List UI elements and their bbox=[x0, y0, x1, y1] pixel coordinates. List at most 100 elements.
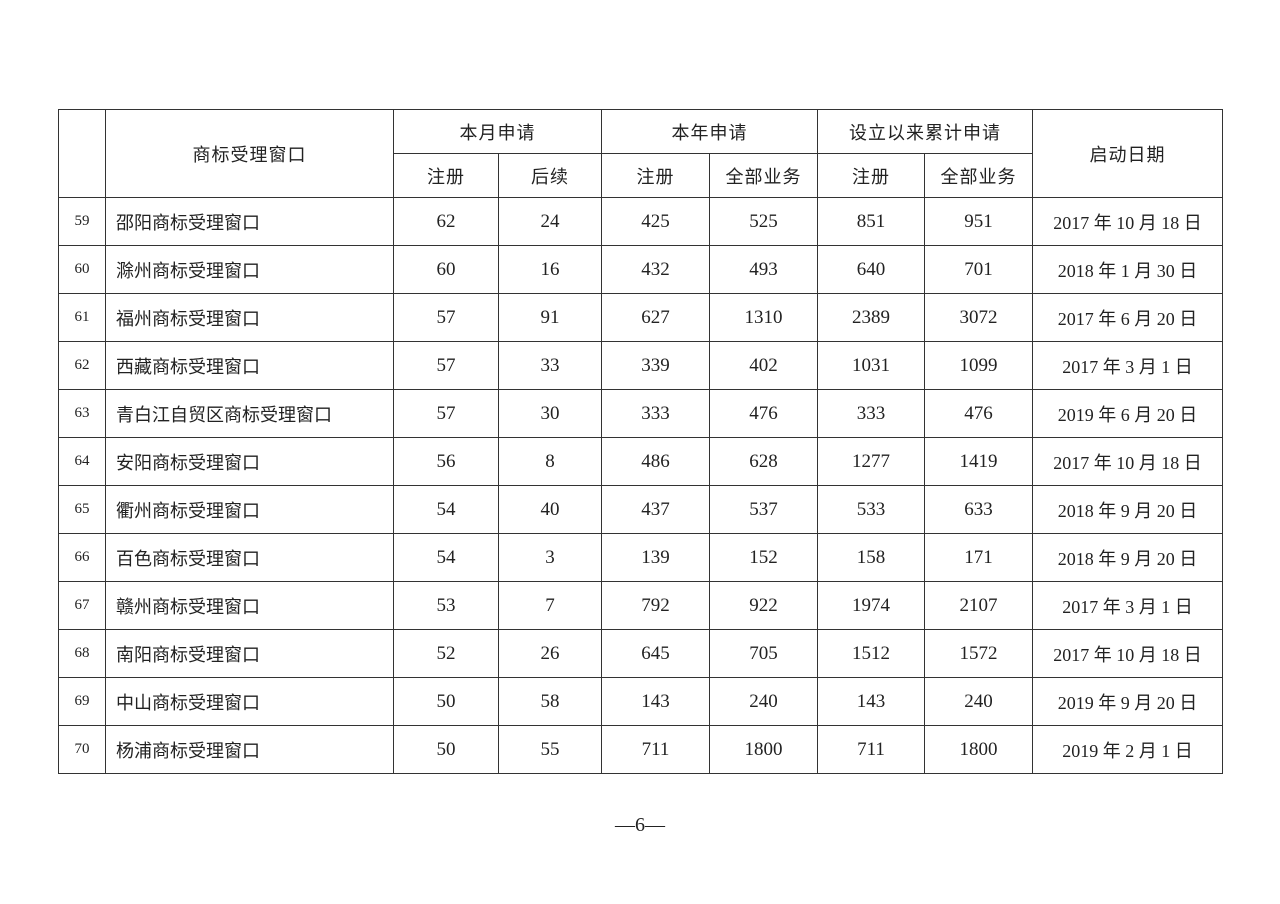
row-index: 67 bbox=[58, 581, 106, 630]
cumulative-register-cell: 711 bbox=[817, 725, 925, 774]
year-register-cell: 139 bbox=[601, 533, 710, 582]
year-register-cell: 486 bbox=[601, 437, 710, 486]
year-all-cell: 705 bbox=[709, 629, 818, 678]
table-row: 65 衢州商标受理窗口 54 40 437 537 533 633 2018 年 9 月 20 … bbox=[58, 485, 1223, 534]
year-all-cell: 628 bbox=[709, 437, 818, 486]
cumulative-all-cell: 1572 bbox=[924, 629, 1033, 678]
year-register-cell: 425 bbox=[601, 197, 710, 246]
year-all-cell: 922 bbox=[709, 581, 818, 630]
year-register-cell: 339 bbox=[601, 341, 710, 390]
window-name: 赣州商标受理窗口 bbox=[105, 581, 394, 630]
month-register-cell: 56 bbox=[393, 437, 499, 486]
year-register-cell: 645 bbox=[601, 629, 710, 678]
row-index: 61 bbox=[58, 293, 106, 342]
start-date: 2017 年 10 月 18 日 bbox=[1032, 437, 1223, 486]
start-date: 2017 年 10 月 18 日 bbox=[1032, 197, 1223, 246]
window-name: 滁州商标受理窗口 bbox=[105, 245, 394, 294]
table-row: 67 赣州商标受理窗口 53 7 792 922 1974 2107 2017 年 3 月 1 … bbox=[58, 581, 1223, 630]
header-cumulative: 设立以来累计申请 bbox=[817, 109, 1033, 154]
year-all-cell: 493 bbox=[709, 245, 818, 294]
row-index: 62 bbox=[58, 341, 106, 390]
start-date: 2018 年 9 月 20 日 bbox=[1032, 485, 1223, 534]
header-index bbox=[58, 109, 106, 198]
month-register-cell: 57 bbox=[393, 293, 499, 342]
start-date: 2019 年 9 月 20 日 bbox=[1032, 677, 1223, 726]
month-register-cell: 53 bbox=[393, 581, 499, 630]
cumulative-all-cell: 1800 bbox=[924, 725, 1033, 774]
year-register-cell: 143 bbox=[601, 677, 710, 726]
year-register-cell: 432 bbox=[601, 245, 710, 294]
cumulative-register-cell: 333 bbox=[817, 389, 925, 438]
header-month: 本月申请 bbox=[393, 109, 602, 154]
row-index: 66 bbox=[58, 533, 106, 582]
cumulative-register-cell: 1512 bbox=[817, 629, 925, 678]
window-name: 邵阳商标受理窗口 bbox=[105, 197, 394, 246]
header-year: 本年申请 bbox=[601, 109, 818, 154]
subheader-year-register: 注册 bbox=[601, 153, 710, 198]
cumulative-all-cell: 240 bbox=[924, 677, 1033, 726]
year-all-cell: 537 bbox=[709, 485, 818, 534]
year-all-cell: 525 bbox=[709, 197, 818, 246]
row-index: 70 bbox=[58, 725, 106, 774]
cumulative-all-cell: 3072 bbox=[924, 293, 1033, 342]
month-followup-cell: 30 bbox=[498, 389, 602, 438]
subheader-cumulative-all: 全部业务 bbox=[924, 153, 1033, 198]
cumulative-all-cell: 1099 bbox=[924, 341, 1033, 390]
subheader-cumulative-register: 注册 bbox=[817, 153, 925, 198]
cumulative-all-cell: 2107 bbox=[924, 581, 1033, 630]
cumulative-register-cell: 1974 bbox=[817, 581, 925, 630]
cumulative-register-cell: 851 bbox=[817, 197, 925, 246]
year-register-cell: 627 bbox=[601, 293, 710, 342]
year-register-cell: 333 bbox=[601, 389, 710, 438]
month-register-cell: 57 bbox=[393, 389, 499, 438]
subheader-month-followup: 后续 bbox=[498, 153, 602, 198]
cumulative-all-cell: 951 bbox=[924, 197, 1033, 246]
window-name: 百色商标受理窗口 bbox=[105, 533, 394, 582]
month-register-cell: 52 bbox=[393, 629, 499, 678]
month-register-cell: 62 bbox=[393, 197, 499, 246]
table-row: 69 中山商标受理窗口 50 58 143 240 143 240 2019 年 9 月 20 … bbox=[58, 677, 1223, 726]
subheader-year-all: 全部业务 bbox=[709, 153, 818, 198]
cumulative-register-cell: 143 bbox=[817, 677, 925, 726]
row-index: 65 bbox=[58, 485, 106, 534]
window-name: 福州商标受理窗口 bbox=[105, 293, 394, 342]
table-row: 70 杨浦商标受理窗口 50 55 711 1800 711 1800 2019 年 2 月 1… bbox=[58, 725, 1223, 774]
table-row: 64 安阳商标受理窗口 56 8 486 628 1277 1419 2017 年 10 月 1… bbox=[58, 437, 1223, 486]
subheader-month-register: 注册 bbox=[393, 153, 499, 198]
table-row: 63 青白江自贸区商标受理窗口 57 30 333 476 333 476 2019 年 6 月… bbox=[58, 389, 1223, 438]
row-index: 59 bbox=[58, 197, 106, 246]
cumulative-all-cell: 701 bbox=[924, 245, 1033, 294]
month-followup-cell: 55 bbox=[498, 725, 602, 774]
year-register-cell: 437 bbox=[601, 485, 710, 534]
cumulative-all-cell: 633 bbox=[924, 485, 1033, 534]
month-register-cell: 54 bbox=[393, 533, 499, 582]
month-followup-cell: 24 bbox=[498, 197, 602, 246]
window-name: 中山商标受理窗口 bbox=[105, 677, 394, 726]
month-followup-cell: 7 bbox=[498, 581, 602, 630]
cumulative-register-cell: 533 bbox=[817, 485, 925, 534]
table-row: 62 西藏商标受理窗口 57 33 339 402 1031 1099 2017 年 3 月 1… bbox=[58, 341, 1223, 390]
month-followup-cell: 91 bbox=[498, 293, 602, 342]
table-row: 61 福州商标受理窗口 57 91 627 1310 2389 3072 2017 年 6 月 … bbox=[58, 293, 1223, 342]
month-followup-cell: 33 bbox=[498, 341, 602, 390]
month-followup-cell: 58 bbox=[498, 677, 602, 726]
start-date: 2017 年 3 月 1 日 bbox=[1032, 341, 1223, 390]
cumulative-register-cell: 158 bbox=[817, 533, 925, 582]
cumulative-register-cell: 1277 bbox=[817, 437, 925, 486]
window-name: 安阳商标受理窗口 bbox=[105, 437, 394, 486]
row-index: 68 bbox=[58, 629, 106, 678]
cumulative-all-cell: 171 bbox=[924, 533, 1033, 582]
window-name: 南阳商标受理窗口 bbox=[105, 629, 394, 678]
start-date: 2017 年 3 月 1 日 bbox=[1032, 581, 1223, 630]
table-row: 68 南阳商标受理窗口 52 26 645 705 1512 1572 2017 年 10 月 … bbox=[58, 629, 1223, 678]
year-all-cell: 402 bbox=[709, 341, 818, 390]
row-index: 63 bbox=[58, 389, 106, 438]
trademark-window-table: 商标受理窗口 本月申请 本年申请 设立以来累计申请 启动日期 注册 后续 注册 … bbox=[58, 109, 1223, 774]
start-date: 2017 年 10 月 18 日 bbox=[1032, 629, 1223, 678]
cumulative-register-cell: 2389 bbox=[817, 293, 925, 342]
start-date: 2019 年 2 月 1 日 bbox=[1032, 725, 1223, 774]
month-register-cell: 57 bbox=[393, 341, 499, 390]
year-all-cell: 1800 bbox=[709, 725, 818, 774]
year-all-cell: 1310 bbox=[709, 293, 818, 342]
row-index: 64 bbox=[58, 437, 106, 486]
